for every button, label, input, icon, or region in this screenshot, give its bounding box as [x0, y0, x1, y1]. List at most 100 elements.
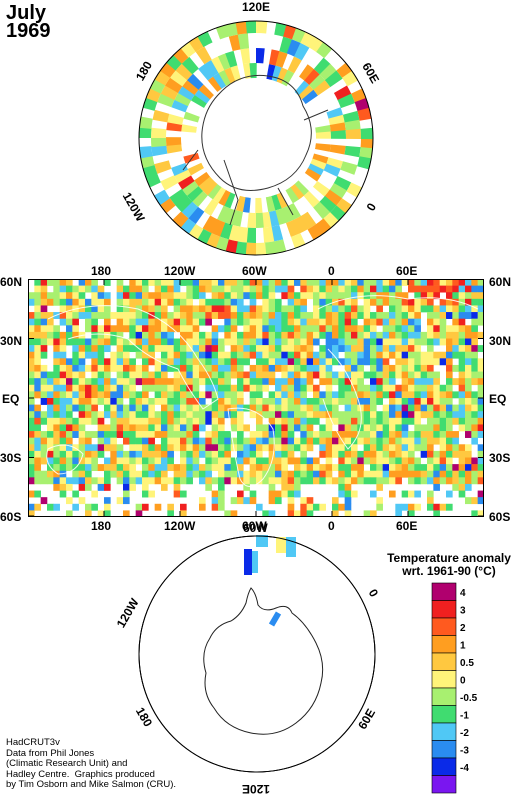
grid-cell — [376, 497, 383, 505]
grid-cell — [300, 358, 307, 366]
grid-cell — [167, 338, 174, 346]
grid-cell — [154, 358, 162, 366]
grid-cell — [408, 411, 415, 419]
polar-cell — [169, 188, 188, 206]
grid-cell — [281, 490, 288, 498]
grid-cell — [401, 411, 409, 419]
grid-cell — [389, 490, 396, 498]
grid-cell — [256, 437, 263, 445]
grid-cell — [306, 279, 314, 286]
grid-cell — [300, 384, 307, 392]
grid-cell — [53, 431, 60, 438]
grid-cell — [268, 398, 276, 405]
grid-cell — [313, 384, 320, 392]
grid-cell — [72, 384, 79, 392]
grid-cell — [173, 358, 181, 366]
grid-cell — [34, 298, 41, 306]
grid-cell — [78, 497, 86, 505]
grid-cell — [53, 279, 60, 286]
grid-cell — [363, 470, 371, 478]
grid-cell — [123, 312, 130, 319]
grid-cell — [363, 437, 371, 445]
grid-cell — [325, 457, 333, 465]
grid-cell — [161, 358, 168, 366]
grid-cell — [224, 457, 231, 465]
grid-cell — [465, 417, 472, 425]
grid-cell — [319, 431, 326, 438]
grid-cell — [268, 298, 276, 306]
grid-cell — [363, 411, 371, 419]
grid-cell — [325, 285, 333, 293]
grid-cell — [389, 424, 396, 432]
grid-cell — [427, 279, 434, 286]
grid-cell — [262, 351, 269, 359]
polar-cell — [340, 161, 358, 175]
grid-cell — [408, 351, 415, 359]
grid-cell — [420, 464, 428, 472]
grid-cell — [116, 444, 124, 452]
grid-cell — [161, 424, 168, 432]
grid-cell — [370, 351, 377, 359]
grid-cell — [458, 404, 466, 412]
grid-cell — [85, 364, 92, 372]
grid-cell — [363, 510, 371, 517]
grid-cell — [40, 292, 48, 300]
grid-cell — [262, 345, 269, 353]
grid-cell — [85, 398, 92, 405]
grid-cell — [395, 391, 402, 399]
grid-cell — [306, 325, 314, 333]
grid-cell — [53, 338, 60, 346]
grid-cell — [34, 279, 41, 286]
grid-cell — [142, 431, 149, 438]
polar-cell — [223, 192, 236, 209]
grid-cell — [325, 378, 333, 386]
grid-cell — [332, 345, 339, 353]
grid-cell — [300, 404, 307, 412]
grid-cell — [376, 398, 383, 405]
grid-cell — [477, 497, 484, 505]
grid-cell — [97, 298, 105, 306]
grid-cell — [427, 431, 434, 438]
grid-cell — [91, 285, 98, 293]
grid-cell — [287, 378, 295, 386]
grid-cell — [34, 371, 41, 379]
grid-cell — [344, 279, 352, 286]
grid-cell — [237, 292, 244, 300]
grid-cell — [452, 391, 459, 399]
grid-cell — [268, 285, 276, 293]
grid-cell — [313, 411, 320, 419]
polar-cell — [171, 162, 189, 177]
grid-cell — [230, 298, 238, 306]
grid-cell — [186, 457, 193, 465]
polar-cell — [342, 110, 360, 124]
grid-cell — [262, 371, 269, 379]
grid-cell — [395, 371, 402, 379]
grid-cell — [420, 404, 428, 412]
grid-cell — [294, 424, 301, 432]
grid-cell — [116, 457, 124, 465]
grid-cell — [142, 490, 149, 498]
polar-cell — [198, 84, 214, 100]
grid-cell — [275, 497, 282, 505]
grid-cell — [173, 490, 181, 498]
polar-cell — [324, 189, 343, 207]
grid-cell — [262, 384, 269, 392]
grid-cell — [224, 437, 231, 445]
grid-cell — [237, 477, 244, 485]
grid-cell — [104, 411, 111, 419]
grid-cell — [173, 470, 181, 478]
grid-cell — [85, 325, 92, 333]
grid-cell — [458, 464, 466, 472]
grid-cell — [281, 305, 288, 313]
grid-cell — [344, 345, 352, 353]
grid-cell — [28, 325, 35, 333]
grid-cell — [338, 411, 345, 419]
grid-cell — [237, 417, 244, 425]
polar-cell — [357, 156, 373, 170]
grid-cell — [161, 292, 168, 300]
grid-cell — [439, 325, 447, 333]
grid-cell — [59, 450, 67, 458]
grid-cell — [59, 371, 67, 379]
grid-cell — [161, 285, 168, 293]
grid-cell — [72, 358, 79, 366]
